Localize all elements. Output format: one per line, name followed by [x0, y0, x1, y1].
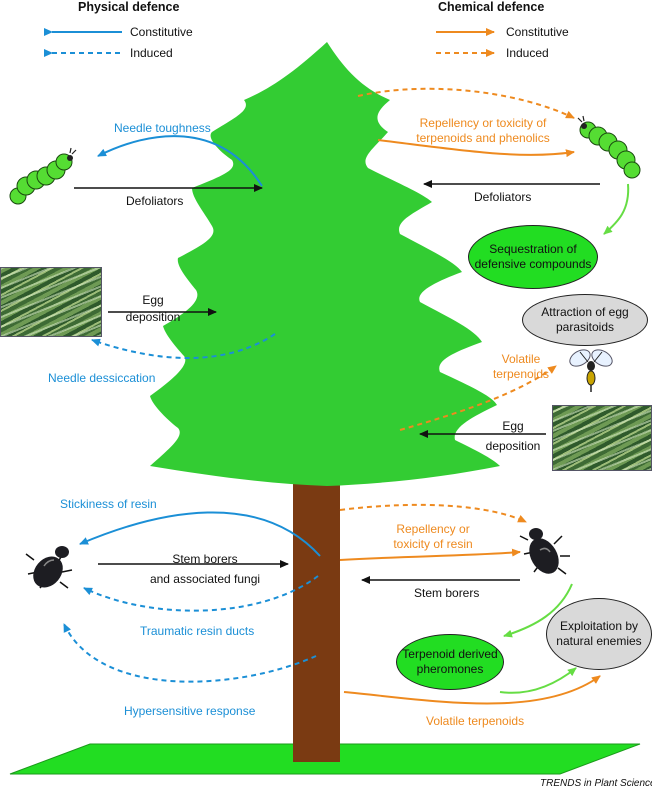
- caterpillar-icon: [577, 115, 641, 179]
- stickiness-of-resin-label: Stickiness of resin: [60, 497, 157, 511]
- volatile-terpenoids-upper-line1: Volatile: [501, 352, 541, 366]
- chemical-defence-header: Chemical defence: [438, 0, 545, 14]
- attraction-line1: Attraction of egg: [541, 305, 629, 319]
- sequestration-text: Sequestration of defensive compounds: [475, 242, 592, 272]
- physical-defence-header: Physical defence: [78, 0, 180, 14]
- legend-induced-physical: Induced: [130, 46, 173, 60]
- pheromones-line1: Terpenoid derived: [402, 647, 498, 661]
- hypersensitive-response-label: Hypersensitive response: [124, 704, 256, 718]
- exploitation-line2: natural enemies: [556, 634, 642, 648]
- exploitation-line1: Exploitation by: [559, 619, 639, 633]
- repellency-terpenoids-label: Repellency or toxicity of terpenoids and…: [408, 116, 558, 146]
- pheromones-text: Terpenoid derived pheromones: [402, 647, 497, 677]
- sequestration-ellipse: Sequestration of defensive compounds: [468, 225, 598, 289]
- egg-deposition-right-line1: Egg: [502, 419, 524, 433]
- defoliators-right-label: Defoliators: [474, 190, 532, 204]
- pheromones-line2: pheromones: [416, 662, 484, 676]
- egg-deposition-left-line1: Egg: [142, 293, 164, 307]
- source-credit: TRENDS in Plant Science: [540, 778, 652, 788]
- needle-toughness-label: Needle toughness: [114, 121, 211, 135]
- caterpillar-icon: [9, 147, 77, 205]
- repellency-terpenoids-line2: terpenoids and phenolics: [416, 131, 550, 145]
- parasitoid-wasp-icon: [569, 349, 613, 392]
- volatile-terpenoids-lower-label: Volatile terpenoids: [426, 714, 525, 728]
- repellency-resin-line1: Repellency or: [396, 522, 470, 536]
- sequestration-line2: defensive compounds: [474, 257, 592, 271]
- pine-needles-photo: [552, 405, 652, 471]
- exploitation-ellipse: Exploitation by natural enemies: [546, 598, 652, 670]
- stem-borers-left-label: Stem borers and associated fungi: [140, 549, 270, 589]
- egg-deposition-left-line2: deposition: [125, 310, 181, 324]
- tree-trunk: [293, 482, 340, 762]
- repellency-resin-line2: toxicity of resin: [393, 537, 473, 551]
- traumatic-resin-ducts-label: Traumatic resin ducts: [140, 624, 255, 638]
- exploitation-text: Exploitation by natural enemies: [556, 619, 641, 649]
- sequestration-line1: Sequestration of: [489, 242, 577, 256]
- beetle-icon: [25, 546, 73, 589]
- beetle-icon: [519, 528, 570, 575]
- attraction-text: Attraction of egg parasitoids: [541, 305, 628, 335]
- stem-borers-left-line2: and associated fungi: [149, 572, 261, 586]
- pine-needles-photo: [0, 267, 102, 337]
- legend-constitutive-chemical: Constitutive: [506, 25, 569, 39]
- pheromones-ellipse: Terpenoid derived pheromones: [396, 634, 504, 690]
- stem-borers-right-label: Stem borers: [414, 586, 480, 600]
- repellency-resin-label: Repellency or toxicity of resin: [378, 522, 488, 552]
- egg-deposition-right-line2: deposition: [485, 439, 541, 453]
- attraction-line2: parasitoids: [555, 320, 614, 334]
- tree-foliage: [150, 42, 500, 486]
- stem-borers-left-line1: Stem borers: [172, 552, 238, 566]
- volatile-terpenoids-upper-label: Volatile terpenoids: [486, 352, 556, 382]
- legend-constitutive-physical: Constitutive: [130, 25, 193, 39]
- repellency-terpenoids-line1: Repellency or toxicity of: [419, 116, 547, 130]
- defoliators-left-label: Defoliators: [126, 194, 184, 208]
- needle-dessiccation-label: Needle dessiccation: [48, 371, 156, 385]
- attraction-ellipse: Attraction of egg parasitoids: [522, 294, 648, 346]
- egg-deposition-right-label: Egg deposition: [478, 416, 548, 456]
- volatile-terpenoids-upper-line2: terpenoids: [492, 367, 550, 381]
- egg-deposition-left-label: Egg deposition: [118, 292, 188, 326]
- legend-induced-chemical: Induced: [506, 46, 549, 60]
